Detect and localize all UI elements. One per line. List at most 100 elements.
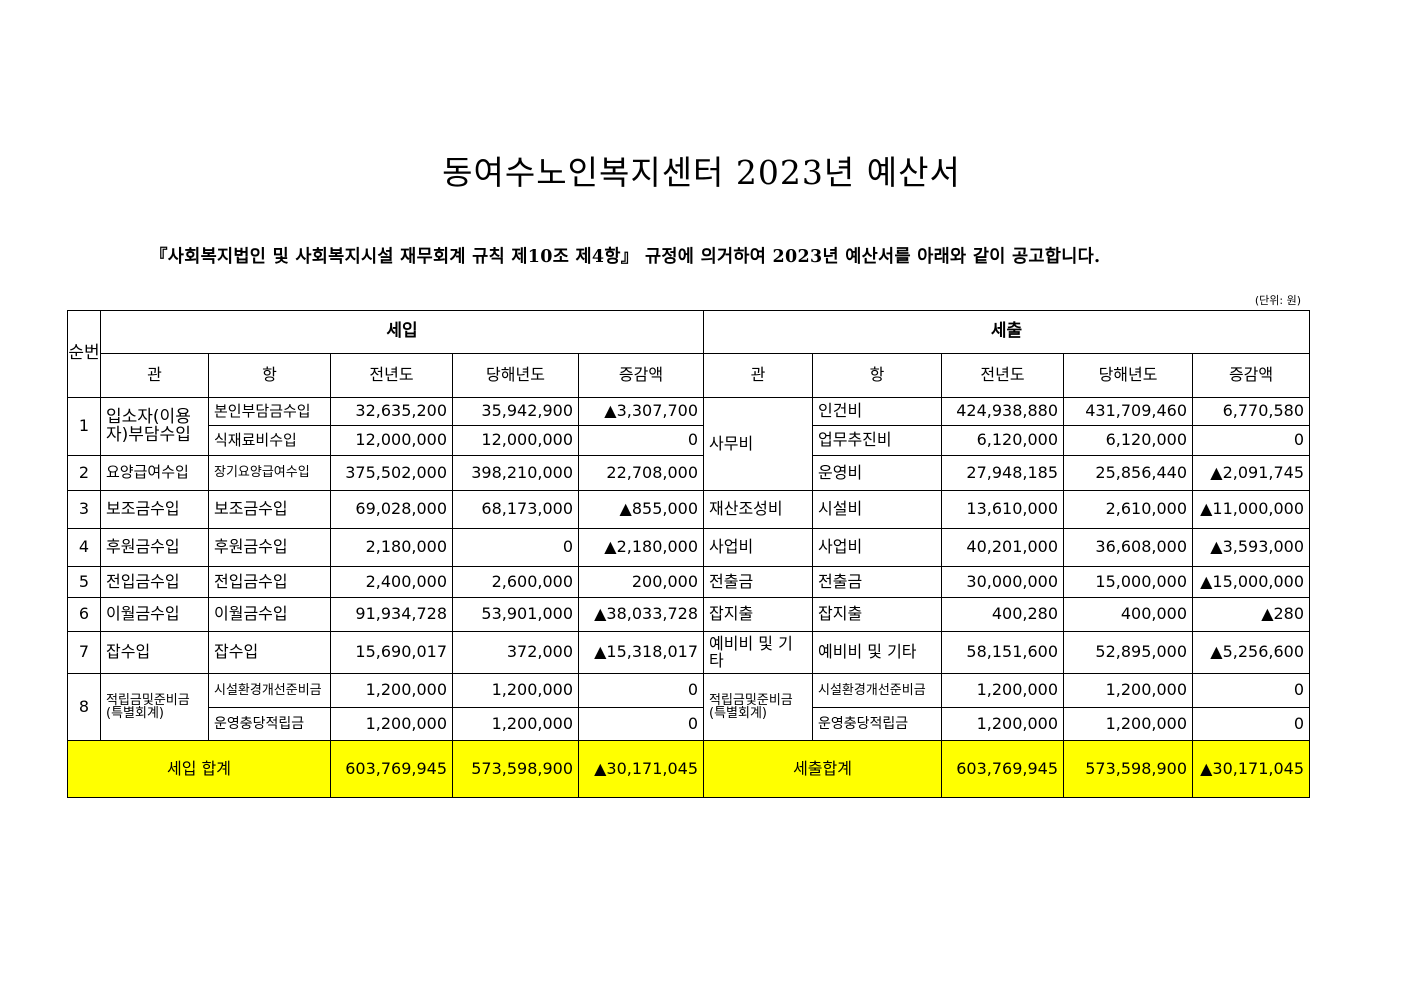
table-row: 2 요양급여수입 장기요양급여수입 375,502,000 398,210,00… [67, 455, 1311, 491]
expense-col-diff: 증감액 [1192, 353, 1311, 398]
table-row: 7 잡수입 잡수입 15,690,017 372,000 ▲15,318,017… [67, 631, 1311, 674]
seq-cell: 5 [67, 566, 101, 598]
expense-hang-cell: 예비비 및 기타 [812, 631, 943, 674]
expense-hang-cell: 운영비 [812, 455, 943, 491]
expense-gwan-cell: 적립금및준비금(특별회계) [703, 673, 814, 741]
income-prev-cell: 1,200,000 [330, 707, 453, 741]
expense-prev-cell: 1,200,000 [941, 707, 1065, 741]
expense-diff-cell: ▲11,000,000 [1192, 490, 1311, 529]
expense-col-hang: 항 [812, 353, 943, 398]
income-diff-cell: ▲38,033,728 [577, 597, 705, 632]
income-curr-cell: 35,942,900 [452, 397, 579, 426]
seq-header: 순번 [67, 310, 101, 398]
income-col-curr: 당해년도 [452, 353, 579, 398]
income-total-prev: 603,769,945 [330, 740, 453, 798]
expense-diff-cell: ▲5,256,600 [1192, 631, 1311, 674]
seq-cell: 8 [67, 673, 101, 741]
expense-header: 세출 [703, 310, 1311, 354]
income-hang-cell: 식재료비수입 [208, 425, 331, 456]
expense-total-curr: 573,598,900 [1063, 740, 1194, 798]
income-hang-cell: 본인부담금수입 [208, 397, 331, 426]
income-prev-cell: 1,200,000 [330, 673, 453, 708]
income-curr-cell: 12,000,000 [452, 425, 579, 456]
income-hang-cell: 장기요양급여수입 [208, 455, 331, 491]
expense-diff-cell: 0 [1192, 707, 1311, 741]
expense-prev-cell: 424,938,880 [941, 397, 1065, 426]
expense-diff-cell: 6,770,580 [1192, 397, 1311, 426]
expense-curr-cell: 52,895,000 [1063, 631, 1194, 674]
table-row: 3 보조금수입 보조금수입 69,028,000 68,173,000 ▲855… [67, 490, 1311, 529]
income-curr-cell: 0 [452, 528, 579, 567]
income-curr-cell: 2,600,000 [452, 566, 579, 598]
expense-hang-cell: 시설비 [812, 490, 943, 529]
table-row: 4 후원금수입 후원금수입 2,180,000 0 ▲2,180,000 사업비… [67, 528, 1311, 567]
income-curr-cell: 398,210,000 [452, 455, 579, 491]
income-hang-cell: 운영충당적립금 [208, 707, 331, 741]
income-hang-cell: 보조금수입 [208, 490, 331, 529]
income-prev-cell: 375,502,000 [330, 455, 453, 491]
income-diff-cell: 200,000 [577, 566, 705, 598]
expense-col-curr: 당해년도 [1063, 353, 1194, 398]
income-gwan-cell: 적립금및준비금(특별회계) [100, 673, 209, 741]
seq-cell: 6 [67, 597, 101, 632]
header-row-columns: 관 항 전년도 당해년도 증감액 관 항 전년도 당해년도 증감액 [68, 353, 1311, 398]
expense-gwan-cell: 사무비 [703, 397, 814, 491]
expense-diff-cell: ▲280 [1192, 597, 1311, 632]
header-row-sections: 순번 세입 세출 [67, 310, 1311, 398]
income-gwan-cell: 이월금수입 [100, 597, 209, 632]
expense-prev-cell: 27,948,185 [941, 455, 1065, 491]
income-prev-cell: 15,690,017 [330, 631, 453, 674]
table-row: 6 이월금수입 이월금수입 91,934,728 53,901,000 ▲38,… [67, 597, 1311, 632]
expense-hang-cell: 시설환경개선준비금 [812, 673, 943, 708]
budget-table: 순번 세입 세출 관 항 전년도 당해년도 증감액 관 항 전년도 당해년도 증… [67, 310, 1311, 798]
expense-hang-cell: 잡지출 [812, 597, 943, 632]
expense-curr-cell: 36,608,000 [1063, 528, 1194, 567]
expense-diff-cell: 0 [1192, 425, 1311, 456]
income-diff-cell: 0 [577, 673, 705, 708]
table-row: 운영충당적립금 1,200,000 1,200,000 0 운영충당적립금 1,… [68, 707, 1311, 741]
seq-cell: 1 [67, 397, 101, 456]
expense-curr-cell: 6,120,000 [1063, 425, 1194, 456]
expense-prev-cell: 30,000,000 [941, 566, 1065, 598]
seq-cell: 3 [67, 490, 101, 529]
expense-gwan-cell: 예비비 및 기타 [703, 631, 814, 674]
seq-cell: 4 [67, 528, 101, 567]
income-hang-cell: 시설환경개선준비금 [208, 673, 331, 708]
seq-cell: 7 [67, 631, 101, 674]
table-row: 8 적립금및준비금(특별회계) 시설환경개선준비금 1,200,000 1,20… [67, 673, 1311, 741]
table-row: 5 전입금수입 전입금수입 2,400,000 2,600,000 200,00… [67, 566, 1311, 598]
expense-prev-cell: 40,201,000 [941, 528, 1065, 567]
income-curr-cell: 372,000 [452, 631, 579, 674]
expense-prev-cell: 6,120,000 [941, 425, 1065, 456]
expense-prev-cell: 58,151,600 [941, 631, 1065, 674]
income-curr-cell: 1,200,000 [452, 707, 579, 741]
income-prev-cell: 2,180,000 [330, 528, 453, 567]
expense-hang-cell: 전출금 [812, 566, 943, 598]
expense-total-label: 세출합계 [703, 740, 943, 798]
expense-curr-cell: 1,200,000 [1063, 673, 1194, 708]
income-curr-cell: 68,173,000 [452, 490, 579, 529]
expense-prev-cell: 400,280 [941, 597, 1065, 632]
income-diff-cell: ▲3,307,700 [577, 397, 705, 426]
expense-curr-cell: 25,856,440 [1063, 455, 1194, 491]
income-prev-cell: 91,934,728 [330, 597, 453, 632]
income-gwan-cell: 요양급여수입 [100, 455, 209, 491]
income-diff-cell: ▲855,000 [577, 490, 705, 529]
income-total-curr: 573,598,900 [452, 740, 579, 798]
income-gwan-cell: 입소자(이용자)부담수입 [100, 397, 209, 456]
expense-hang-cell: 업무추진비 [812, 425, 943, 456]
expense-curr-cell: 2,610,000 [1063, 490, 1194, 529]
expense-curr-cell: 1,200,000 [1063, 707, 1194, 741]
income-curr-cell: 53,901,000 [452, 597, 579, 632]
expense-col-gwan: 관 [703, 353, 814, 398]
income-col-hang: 항 [208, 353, 331, 398]
income-prev-cell: 69,028,000 [330, 490, 453, 529]
expense-gwan-cell: 사업비 [703, 528, 814, 567]
expense-curr-cell: 400,000 [1063, 597, 1194, 632]
notice-text: 『사회복지법인 및 사회복지시설 재무회계 규칙 제10조 제4항』 규정에 의… [150, 247, 1101, 267]
expense-gwan-cell: 잡지출 [703, 597, 814, 632]
expense-hang-cell: 사업비 [812, 528, 943, 567]
income-total-diff: ▲30,171,045 [577, 740, 705, 798]
income-diff-cell: 0 [577, 707, 705, 741]
expense-diff-cell: ▲2,091,745 [1192, 455, 1311, 491]
